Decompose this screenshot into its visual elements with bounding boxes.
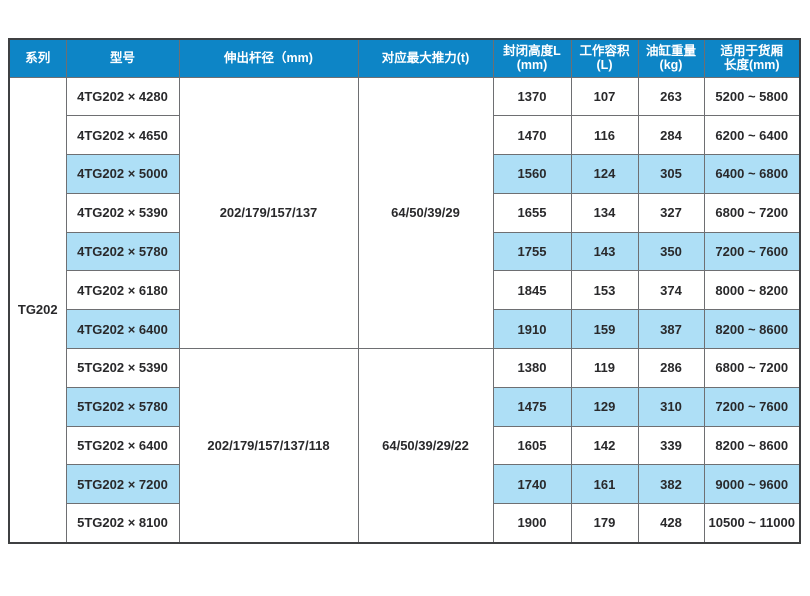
closed-height-cell: 1470 [492, 115, 572, 156]
cargo-length-cell: 6400 ~ 6800 [703, 154, 801, 194]
table-row: 5TG202 × 5390 202/179/157/137/118 64/50/39… [9, 348, 801, 544]
table-row: 4TG202 × 5780 1755 143 350 7200 ~ 7600 [9, 231, 801, 272]
max-thrust-cell: 64/50/39/29 [357, 76, 494, 350]
model-cell: 4TG202 × 4280 [65, 76, 180, 117]
max-thrust-cell: 64/50/39/29/22 [357, 348, 494, 544]
working-volume-cell: 142 [570, 425, 639, 466]
working-volume-cell: 161 [570, 464, 639, 505]
cylinder-weight-cell: 310 [637, 386, 705, 427]
cargo-length-cell: 9000 ~ 9600 [703, 464, 801, 505]
working-volume-cell: 143 [570, 231, 639, 272]
cylinder-weight-cell: 374 [637, 270, 705, 311]
cylinder-weight-cell: 428 [637, 503, 705, 544]
table-row: 5TG202 × 6400 1605 142 339 8200 ~ 8600 [9, 425, 801, 466]
series-cell: TG202 [8, 76, 67, 544]
table-row: 4TG202 × 5390 1655 134 327 6800 ~ 7200 [9, 192, 801, 233]
cargo-length-cell: 10500 ~ 11000 [703, 503, 801, 544]
working-volume-cell: 107 [570, 76, 639, 117]
model-cell: 4TG202 × 4650 [65, 115, 180, 156]
header-cylinder-weight: 油缸重量(kg) [637, 38, 705, 78]
closed-height-cell: 1560 [492, 154, 572, 194]
model-cell: 5TG202 × 6400 [65, 425, 180, 466]
model-cell: 5TG202 × 7200 [65, 464, 180, 505]
working-volume-cell: 129 [570, 386, 639, 427]
working-volume-cell: 153 [570, 270, 639, 311]
table-row: 4TG202 × 6180 1845 153 374 8000 ~ 8200 [9, 270, 801, 311]
closed-height-cell: 1380 [492, 348, 572, 388]
closed-height-cell: 1370 [492, 76, 572, 117]
cargo-length-cell: 5200 ~ 5800 [703, 76, 801, 117]
working-volume-cell: 119 [570, 348, 639, 388]
header-series: 系列 [8, 38, 67, 78]
closed-height-cell: 1475 [492, 386, 572, 427]
closed-height-cell: 1910 [492, 309, 572, 350]
cylinder-weight-cell: 327 [637, 192, 705, 233]
model-cell: 4TG202 × 6180 [65, 270, 180, 311]
closed-height-cell: 1755 [492, 231, 572, 272]
cargo-length-cell: 8200 ~ 8600 [703, 425, 801, 466]
closed-height-cell: 1605 [492, 425, 572, 466]
cargo-length-cell: 6800 ~ 7200 [703, 192, 801, 233]
header-row: 系列 型号 伸出杆径（mm) 对应最大推力(t) 封闭高度L (mm) 工作容积… [8, 38, 801, 78]
cylinder-weight-cell: 286 [637, 348, 705, 388]
working-volume-cell: 159 [570, 309, 639, 350]
cylinder-weight-cell: 382 [637, 464, 705, 505]
model-cell: 5TG202 × 5390 [65, 348, 180, 388]
header-max-thrust: 对应最大推力(t) [357, 38, 494, 78]
working-volume-cell: 124 [570, 154, 639, 194]
working-volume-cell: 179 [570, 503, 639, 544]
closed-height-cell: 1740 [492, 464, 572, 505]
header-working-volume: 工作容积 (L) [570, 38, 639, 78]
cargo-length-cell: 6800 ~ 7200 [703, 348, 801, 388]
spec-table: 系列 型号 伸出杆径（mm) 对应最大推力(t) 封闭高度L (mm) 工作容积… [8, 38, 801, 544]
cylinder-weight-cell: 305 [637, 154, 705, 194]
header-cargo-length: 适用于货厢 长度(mm) [703, 38, 801, 78]
table-row: 4TG202 × 4650 1470 116 284 6200 ~ 6400 [9, 115, 801, 156]
cargo-length-cell: 7200 ~ 7600 [703, 231, 801, 272]
table-row: 5TG202 × 8100 1900 179 428 10500 ~ 11000 [9, 503, 801, 544]
cylinder-weight-cell: 350 [637, 231, 705, 272]
model-cell: 5TG202 × 8100 [65, 503, 180, 544]
cargo-length-cell: 7200 ~ 7600 [703, 386, 801, 427]
table-row: 5TG202 × 5780 1475 129 310 7200 ~ 7600 [9, 386, 801, 427]
table-row: 5TG202 × 7200 1740 161 382 9000 ~ 9600 [9, 464, 801, 505]
cargo-length-cell: 8000 ~ 8200 [703, 270, 801, 311]
rod-diameter-cell: 202/179/157/137/118 [178, 348, 359, 544]
table-body: TG202 4TG202 × 4280 202/179/157/137 64/50/3… [8, 76, 801, 544]
rod-diameter-cell: 202/179/157/137 [178, 76, 359, 350]
cargo-length-cell: 8200 ~ 8600 [703, 309, 801, 350]
closed-height-cell: 1845 [492, 270, 572, 311]
table-row: 4TG202 × 5000 1560 124 305 6400 ~ 6800 [9, 154, 801, 194]
model-cell: 4TG202 × 5000 [65, 154, 180, 194]
table-row: TG202 4TG202 × 4280 202/179/157/137 64/50/3… [8, 76, 801, 544]
cylinder-weight-cell: 263 [637, 76, 705, 117]
cylinder-weight-cell: 387 [637, 309, 705, 350]
closed-height-cell: 1655 [492, 192, 572, 233]
cargo-length-cell: 6200 ~ 6400 [703, 115, 801, 156]
cylinder-weight-cell: 284 [637, 115, 705, 156]
model-cell: 5TG202 × 5780 [65, 386, 180, 427]
working-volume-cell: 116 [570, 115, 639, 156]
working-volume-cell: 134 [570, 192, 639, 233]
header-closed-height: 封闭高度L (mm) [492, 38, 572, 78]
model-cell: 4TG202 × 5390 [65, 192, 180, 233]
cylinder-weight-cell: 339 [637, 425, 705, 466]
model-cell: 4TG202 × 5780 [65, 231, 180, 272]
header-rod-diameter: 伸出杆径（mm) [178, 38, 359, 78]
header-model: 型号 [65, 38, 180, 78]
closed-height-cell: 1900 [492, 503, 572, 544]
model-cell: 4TG202 × 6400 [65, 309, 180, 350]
table-row: 4TG202 × 6400 1910 159 387 8200 ~ 8600 [9, 309, 801, 350]
